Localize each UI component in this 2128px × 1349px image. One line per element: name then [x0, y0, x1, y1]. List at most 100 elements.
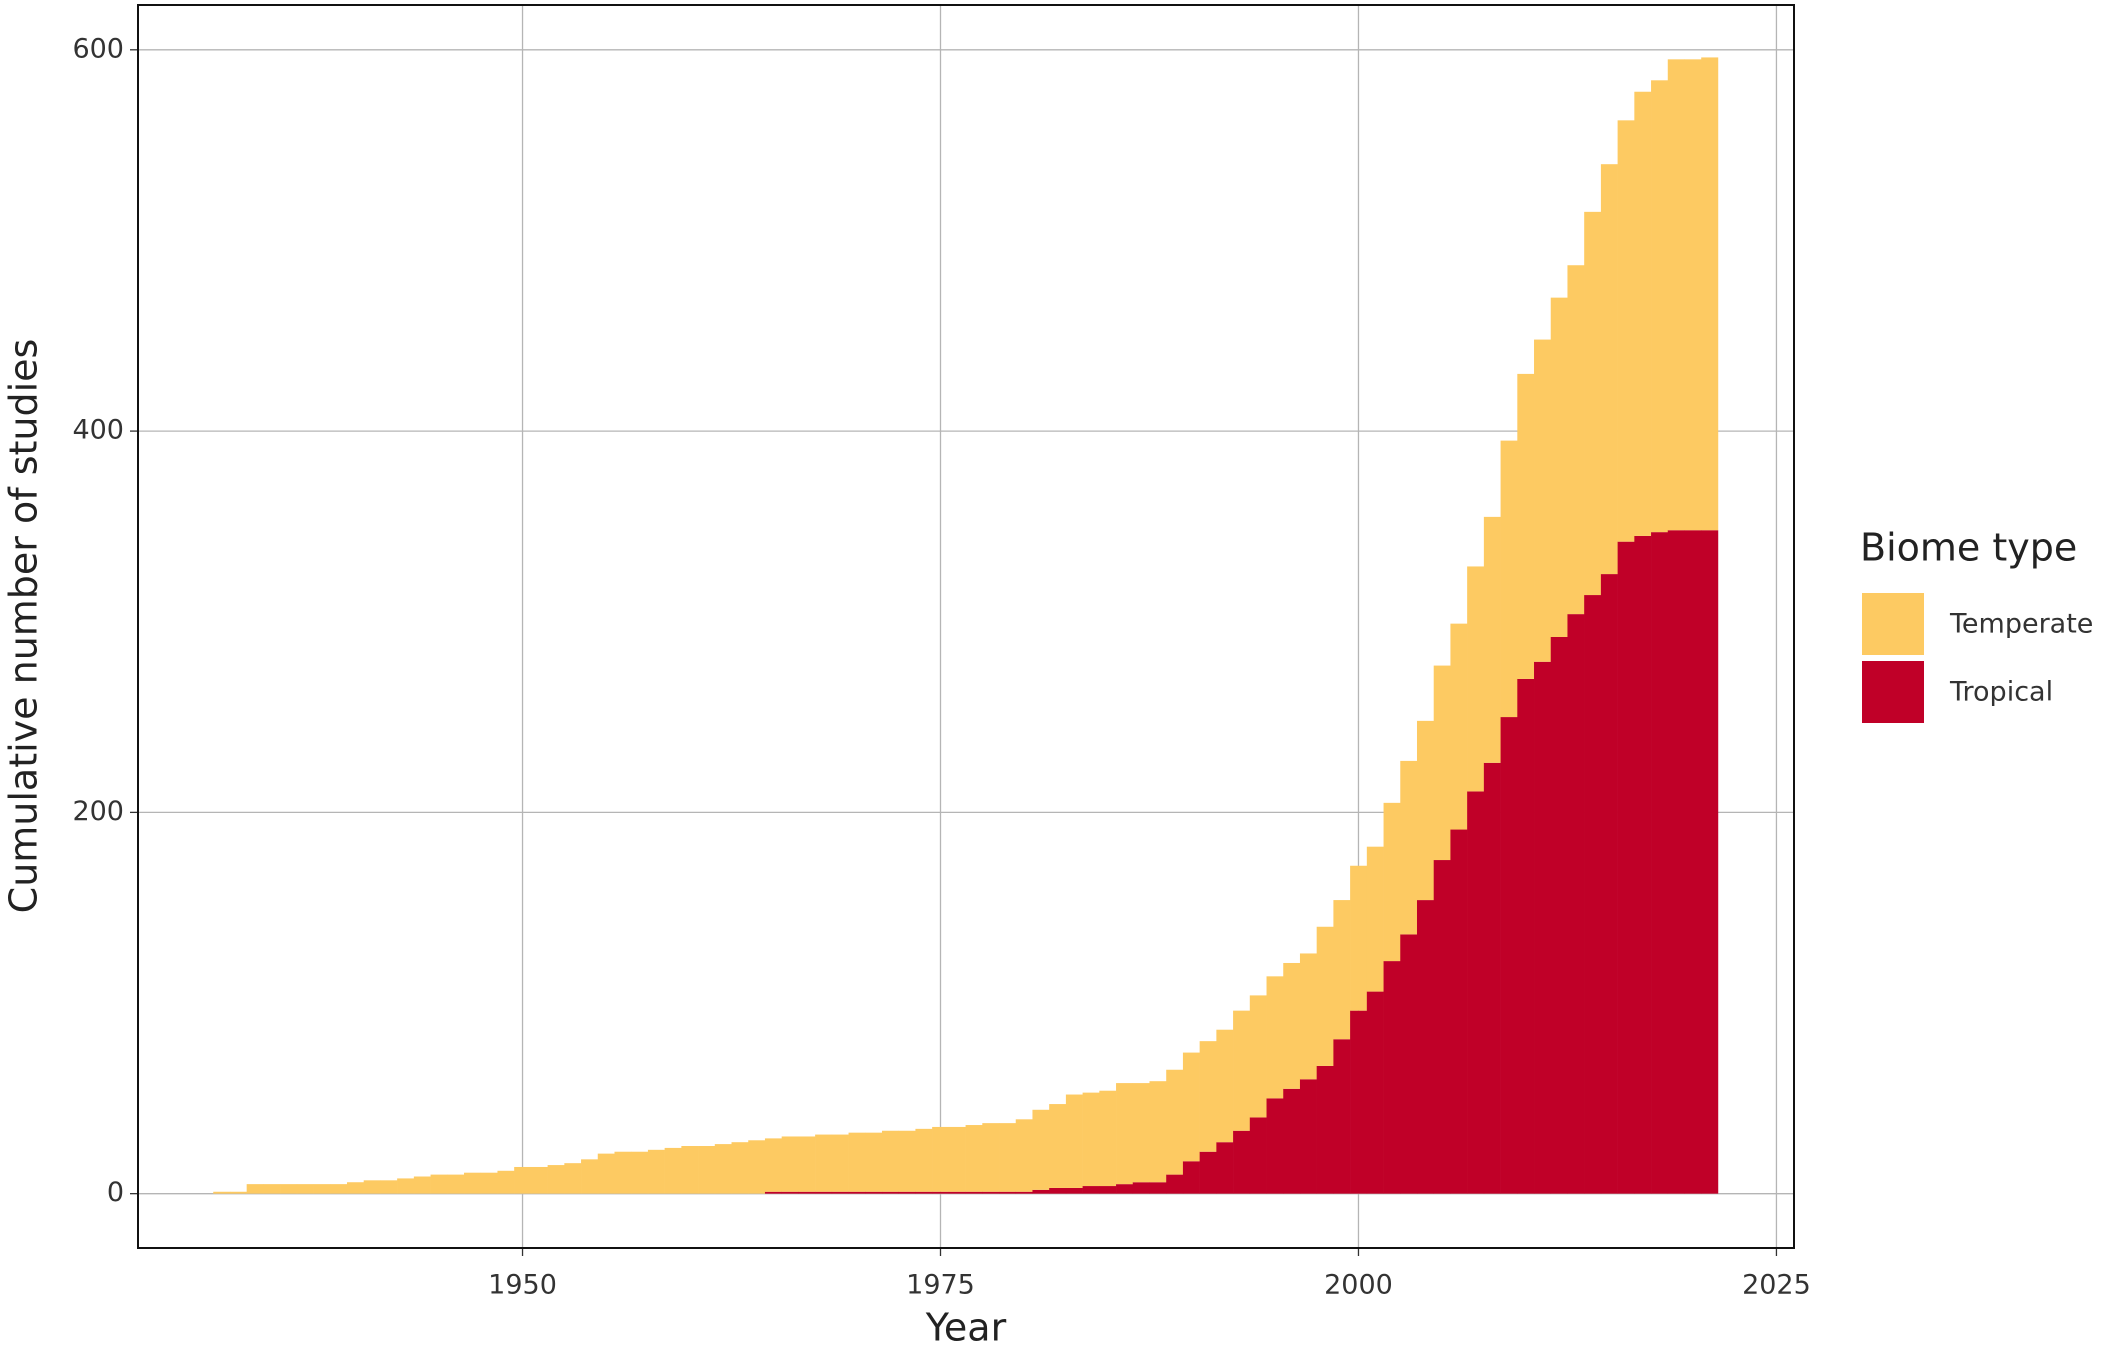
bar-segment [881, 1191, 900, 1194]
bar-segment [1500, 717, 1518, 1194]
bar-segment [1550, 636, 1568, 1194]
bar-segment [1366, 991, 1384, 1194]
bar-segment [999, 1191, 1017, 1194]
bar-segment [1467, 791, 1485, 1194]
bar-segment [1400, 934, 1418, 1194]
bar-segment [1099, 1090, 1117, 1187]
bar-segment [781, 1191, 799, 1194]
bar-segment [1182, 1052, 1200, 1162]
bar-segment [1249, 995, 1267, 1118]
bar-segment [915, 1128, 933, 1192]
bar-segment [764, 1138, 782, 1192]
bar-segment [1684, 530, 1702, 1194]
bar-segment [1517, 678, 1535, 1194]
bar-segment [263, 1184, 281, 1194]
bar-segment [898, 1191, 916, 1194]
bar-segment [1433, 665, 1451, 861]
x-tick-label: 2000 [1324, 1270, 1393, 1301]
bar-segment [1032, 1189, 1050, 1194]
bar-segment [1316, 926, 1334, 1066]
bar-segment [1500, 440, 1518, 718]
bar-segment [1049, 1104, 1067, 1188]
x-tick-label: 1950 [488, 1270, 557, 1301]
bar-segment [932, 1191, 950, 1194]
bar-segment [1333, 1039, 1351, 1194]
bar-segment [664, 1147, 682, 1194]
bar-segment [1166, 1069, 1184, 1175]
bar-segment [1483, 762, 1501, 1194]
bar-segment [1065, 1187, 1083, 1194]
bar-segment [1400, 760, 1418, 935]
bar-segment [280, 1184, 298, 1194]
bar-segment [530, 1166, 548, 1194]
bar-segment [1233, 1010, 1251, 1131]
bar-segment [1182, 1161, 1200, 1194]
bar-segment [1299, 1079, 1317, 1194]
bar-segment [982, 1123, 1000, 1192]
bar-segment [1266, 976, 1284, 1099]
bar-segment [1199, 1041, 1217, 1152]
bar-segment [380, 1180, 398, 1194]
x-tick-label: 2025 [1742, 1270, 1811, 1301]
y-tick-label: 200 [72, 796, 124, 827]
legend-label: Tropical [1949, 677, 2053, 708]
bar-segment [781, 1136, 799, 1192]
bar-segment [1684, 59, 1702, 531]
bar-segment [1132, 1182, 1150, 1194]
bar-segment [1216, 1142, 1234, 1194]
plot-border [137, 4, 1795, 1249]
bar-segment [514, 1166, 532, 1194]
bar-segment [213, 1191, 231, 1194]
bar-segment [413, 1176, 431, 1194]
bar-segment [798, 1191, 816, 1194]
bar-segment [865, 1191, 883, 1194]
bar-segment [464, 1172, 482, 1194]
bar-segment [564, 1163, 582, 1194]
y-tick-label: 0 [107, 1177, 124, 1208]
bar-segment [1216, 1029, 1234, 1143]
bar-segment [731, 1142, 749, 1194]
bar-segment [614, 1151, 632, 1194]
bar-segment [1634, 535, 1652, 1194]
x-axis-title: Year [925, 1306, 1007, 1349]
bar-segment [1333, 900, 1351, 1040]
bar-segment [447, 1174, 465, 1194]
bar-segment [1199, 1151, 1217, 1194]
bar-segment [1550, 297, 1568, 637]
bar-segment [1249, 1117, 1267, 1194]
bar-segment [1617, 541, 1635, 1194]
bar-segment [1651, 532, 1669, 1194]
bar-segment [965, 1125, 983, 1192]
bar-segment [1467, 566, 1485, 792]
bar-segment [1600, 574, 1618, 1194]
bar-segment [865, 1132, 883, 1192]
bar-segment [597, 1153, 615, 1194]
bar-segment [965, 1191, 983, 1194]
bar-segment [982, 1191, 1000, 1194]
bar-segment [748, 1140, 766, 1194]
bar-segment [363, 1180, 381, 1194]
bar-segment [815, 1191, 833, 1194]
legend-key [1862, 661, 1924, 723]
bar-segment [831, 1134, 849, 1192]
bar-segment [1149, 1182, 1167, 1194]
bar-segment [798, 1136, 816, 1192]
bar-segment [1617, 120, 1635, 542]
bar-segment [1483, 516, 1501, 763]
bar-segment [1283, 962, 1301, 1089]
bar-segment [480, 1172, 498, 1194]
legend-label: Temperate [1949, 609, 2093, 640]
bar-segment [1082, 1186, 1100, 1194]
bar-segment [948, 1191, 966, 1194]
bar-segment [1149, 1081, 1167, 1183]
bar-segment [1116, 1083, 1134, 1185]
bar-segment [296, 1184, 314, 1194]
bar-segment [1567, 265, 1585, 615]
bar-segment [229, 1191, 247, 1194]
bar-segment [1584, 595, 1602, 1194]
bar-segment [581, 1159, 599, 1194]
legend-title: Biome type [1860, 526, 2077, 570]
bar-segment [1634, 91, 1652, 536]
bar-segment [898, 1130, 916, 1192]
